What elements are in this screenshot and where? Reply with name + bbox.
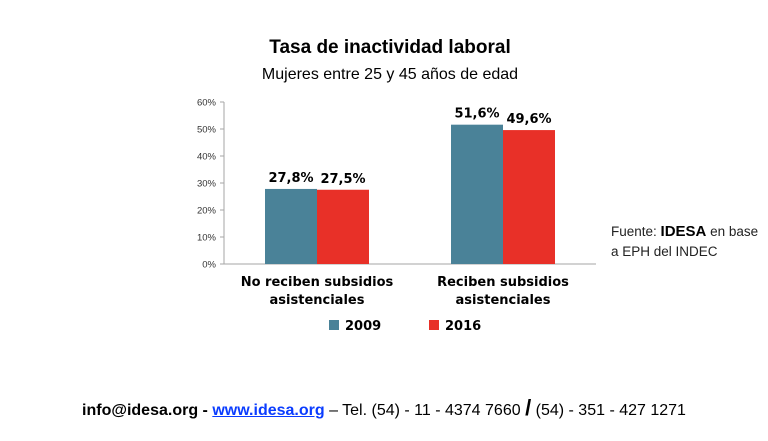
source-suffix: en base a EPH del INDEC xyxy=(611,224,759,259)
footer-slash: / xyxy=(525,395,532,420)
y-tick-label: 50% xyxy=(197,125,217,136)
bar-2009 xyxy=(265,188,317,264)
data-label: 49,6% xyxy=(506,112,551,127)
data-label: 51,6% xyxy=(454,107,499,122)
bar-2016 xyxy=(317,189,369,264)
legend-label-2016: 2016 xyxy=(445,319,481,334)
x-tick-label: asistenciales xyxy=(456,293,551,308)
legend-swatch-2009 xyxy=(329,320,339,330)
y-tick-label: 30% xyxy=(197,179,217,190)
footer-contact: info@idesa.org - www.idesa.org – Tel. (5… xyxy=(0,395,768,421)
footer-separator: - xyxy=(198,402,213,419)
chart-subtitle: Mujeres entre 25 y 45 años de edad xyxy=(261,66,519,83)
x-tick-label: No reciben subsidios xyxy=(241,275,394,290)
footer-phone-1: – Tel. (54) - 11 - 4374 7660 xyxy=(324,402,526,419)
bar-2009 xyxy=(451,124,503,265)
bar-2016 xyxy=(503,130,555,264)
y-tick-label: 20% xyxy=(197,206,217,217)
y-tick-label: 40% xyxy=(197,152,217,163)
source-note: Fuente: IDESA en base a EPH del INDEC xyxy=(611,222,761,262)
source-brand: IDESA xyxy=(660,223,707,240)
footer-website-link[interactable]: www.idesa.org xyxy=(212,402,325,419)
y-tick-label: 10% xyxy=(197,233,217,244)
chart-title: Tasa de inactividad laboral xyxy=(269,37,511,58)
footer-email[interactable]: info@idesa.org xyxy=(82,402,199,419)
x-tick-label: asistenciales xyxy=(270,293,365,308)
data-label: 27,8% xyxy=(268,171,313,186)
x-tick-label: Reciben subsidios xyxy=(437,275,569,290)
legend-swatch-2016 xyxy=(429,320,439,330)
source-prefix: Fuente: xyxy=(611,224,661,239)
footer-phone-2: (54) - 351 - 427 1271 xyxy=(531,402,686,419)
legend-label-2009: 2009 xyxy=(345,319,381,334)
bar-chart: 0% 10% 20% 30% 40% 50% 60% 27,8% 27,5% No reciben… xyxy=(197,98,596,334)
data-label: 27,5% xyxy=(320,172,365,187)
y-tick-label: 60% xyxy=(197,98,217,109)
y-tick-label: 0% xyxy=(202,260,216,271)
